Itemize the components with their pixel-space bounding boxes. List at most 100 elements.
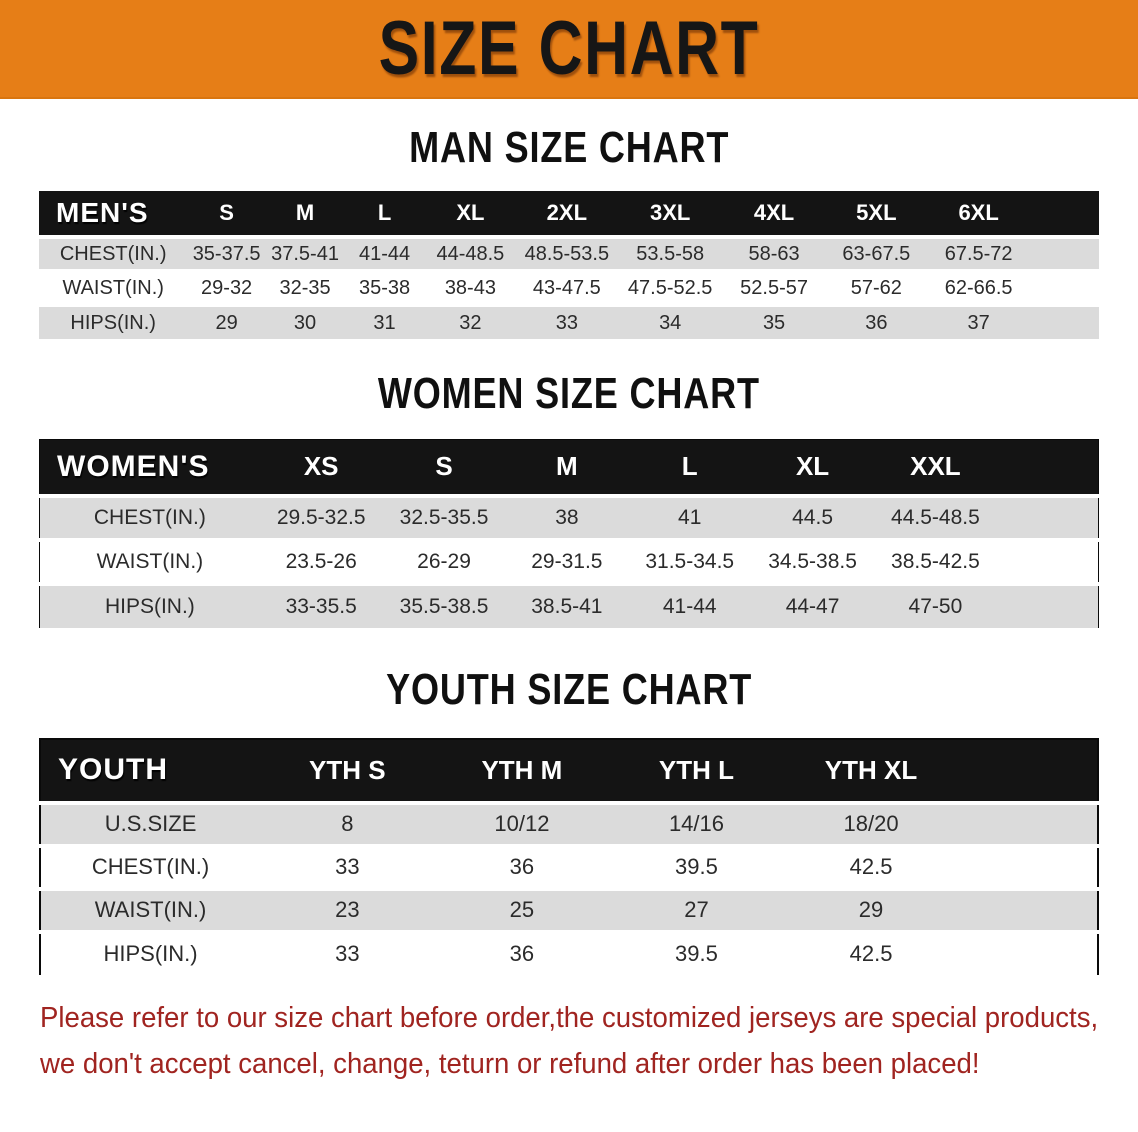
row-label: CHEST(IN.)	[39, 493, 260, 540]
size-value: 35-37.5	[187, 235, 266, 271]
size-column-header: YTH S	[309, 754, 386, 785]
size-column-header: S	[219, 200, 234, 225]
men-size-table: MEN'S S M L XL 2XL 3XL 4XL 5XL 6XL CHEST(IN.) 35-37…	[39, 191, 1099, 339]
size-value: 23	[260, 886, 435, 932]
men-section-heading: MAN SIZE CHART	[0, 126, 1138, 170]
size-value: 35	[722, 303, 826, 339]
size-value: 31.5-34.5	[628, 537, 752, 584]
table-row: CHEST(IN.) 29.5-32.5 32.5-35.5 38 41 44.5 44.5…	[39, 493, 1099, 540]
size-value: 44-48.5	[424, 235, 516, 271]
women-section-heading: WOMEN SIZE CHART	[0, 372, 1138, 416]
size-value: 57-62	[825, 269, 928, 305]
header-spacer	[997, 440, 1099, 496]
page-title: SIZE CHART	[378, 5, 760, 91]
size-value: 8	[260, 800, 435, 846]
disclaimer: Please refer to our size chart before or…	[40, 995, 1138, 1088]
size-value: 67.5-72	[927, 235, 1031, 271]
size-value: 30	[265, 303, 345, 339]
women-section-heading-text: WOMEN SIZE CHART	[378, 369, 760, 418]
table-row: WAIST(IN.) 23 25 27 29	[40, 886, 1098, 932]
header-spacer	[1030, 191, 1099, 237]
size-column-header: 4XL	[753, 200, 795, 225]
row-label: HIPS(IN.)	[39, 303, 188, 339]
table-row: CHEST(IN.) 33 36 39.5 42.5	[40, 843, 1098, 889]
size-value: 33-35.5	[259, 581, 383, 628]
table-row: WAIST(IN.) 23.5-26 26-29 29-31.5 31.5-34.5 34…	[39, 537, 1099, 584]
row-label: HIPS(IN.)	[40, 929, 261, 975]
row-spacer	[958, 886, 1098, 932]
size-column-header: L	[377, 200, 392, 225]
size-value: 29-32	[187, 269, 266, 305]
size-value: 38-43	[424, 269, 516, 305]
header-spacer	[958, 739, 1098, 803]
size-column-header: L	[681, 451, 698, 482]
size-value: 23.5-26	[259, 537, 383, 584]
size-value: 33	[260, 929, 435, 975]
youth-size-table: YOUTH YTH S YTH M YTH L YTH XL U.S.SIZE 8 10/12…	[39, 737, 1099, 975]
size-value: 37	[927, 303, 1031, 339]
size-value: 44.5-48.5	[873, 493, 997, 540]
size-value: 36	[434, 929, 610, 975]
size-value: 32.5-35.5	[382, 493, 506, 540]
size-value: 63-67.5	[825, 235, 928, 271]
size-column-header: M	[556, 451, 578, 482]
row-label: WAIST(IN.)	[40, 886, 261, 932]
size-column-header: XS	[303, 451, 339, 482]
size-value: 39.5	[609, 929, 784, 975]
size-value: 42.5	[783, 929, 959, 975]
size-column-header: YTH XL	[824, 754, 918, 785]
size-value: 41-44	[628, 581, 752, 628]
size-column-header: 3XL	[650, 200, 691, 225]
size-value: 44.5	[751, 493, 874, 540]
size-value: 47-50	[873, 581, 997, 628]
row-spacer	[958, 929, 1098, 975]
banner: SIZE CHART	[0, 0, 1138, 99]
table-row: CHEST(IN.) 35-37.5 37.5-41 41-44 44-48.5 48.5…	[39, 235, 1099, 271]
size-value: 34	[617, 303, 723, 339]
size-value: 48.5-53.5	[515, 235, 618, 271]
size-value: 47.5-52.5	[617, 269, 723, 305]
size-column-header: 6XL	[958, 200, 999, 225]
size-value: 31	[344, 303, 425, 339]
size-value: 35-38	[344, 269, 425, 305]
size-value: 35.5-38.5	[382, 581, 506, 628]
size-column-header: 5XL	[856, 200, 897, 225]
row-spacer	[996, 537, 1099, 584]
table-header-label: MEN'S	[56, 197, 149, 228]
size-value: 38.5-41	[505, 581, 629, 628]
size-value: 10/12	[434, 800, 610, 846]
size-value: 32	[424, 303, 516, 339]
table-header-label: WOMEN'S	[57, 449, 210, 483]
row-spacer	[1030, 269, 1099, 305]
row-label: WAIST(IN.)	[39, 269, 188, 305]
size-value: 41	[628, 493, 752, 540]
size-value: 36	[434, 843, 610, 889]
size-value: 36	[825, 303, 928, 339]
size-value: 26-29	[382, 537, 506, 584]
row-spacer	[958, 800, 1098, 846]
row-label: HIPS(IN.)	[39, 581, 260, 628]
men-section-heading-text: MAN SIZE CHART	[408, 123, 730, 172]
size-column-header: XL	[795, 451, 830, 482]
size-value: 33	[260, 843, 435, 889]
size-column-header: XL	[456, 200, 485, 225]
row-spacer	[996, 581, 1099, 628]
size-column-header: YTH M	[481, 754, 563, 785]
size-value: 14/16	[609, 800, 784, 846]
table-header-label: YOUTH	[58, 753, 168, 786]
size-value: 53.5-58	[617, 235, 723, 271]
size-value: 25	[434, 886, 610, 932]
size-column-header: YTH L	[658, 754, 735, 785]
youth-section-heading-text: YOUTH SIZE CHART	[386, 664, 752, 714]
size-value: 34.5-38.5	[751, 537, 874, 584]
size-value: 29-31.5	[505, 537, 629, 584]
size-value: 18/20	[783, 800, 959, 846]
size-column-header: M	[295, 200, 315, 225]
row-label: U.S.SIZE	[40, 800, 261, 846]
row-spacer	[1030, 235, 1099, 271]
disclaimer-line-2: we don't accept cancel, change, teturn o…	[40, 1047, 980, 1080]
row-spacer	[1030, 303, 1099, 339]
size-value: 32-35	[265, 269, 345, 305]
size-value: 29	[783, 886, 959, 932]
size-value: 29	[187, 303, 266, 339]
